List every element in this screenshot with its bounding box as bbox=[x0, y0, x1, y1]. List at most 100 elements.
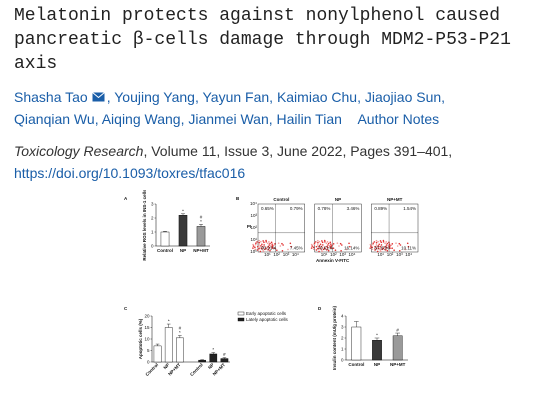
event-dot bbox=[318, 250, 320, 253]
x-tick-label: 10² bbox=[273, 252, 280, 257]
event-dot bbox=[325, 249, 328, 251]
quadrant-percent: 7.45% bbox=[290, 246, 303, 251]
quadrant-percent: 16.14% bbox=[344, 246, 359, 251]
event-dot bbox=[385, 247, 388, 250]
y-tick-label: 10 bbox=[144, 337, 150, 342]
event-dot bbox=[371, 248, 374, 251]
y-tick-label: 10³ bbox=[250, 213, 257, 218]
x-tick-label: NP+MT bbox=[390, 362, 406, 367]
event-dot bbox=[270, 241, 273, 244]
event-dot bbox=[258, 241, 261, 244]
event-dot bbox=[263, 244, 265, 246]
event-dot bbox=[406, 242, 409, 245]
x-tick-label: Control bbox=[189, 362, 204, 377]
event-dot bbox=[382, 239, 385, 242]
event-dot bbox=[388, 247, 391, 249]
author-link[interactable]: Jiaojiao Sun bbox=[364, 89, 442, 105]
x-tick-label: Control bbox=[157, 248, 173, 253]
author-link[interactable]: Yayun Fan bbox=[202, 89, 270, 105]
significance-marker: * bbox=[200, 219, 202, 224]
event-dot bbox=[382, 246, 384, 248]
event-dot bbox=[319, 243, 322, 246]
bar bbox=[351, 326, 362, 361]
event-dot bbox=[382, 247, 385, 250]
event-dot bbox=[313, 243, 316, 246]
event-dot bbox=[320, 249, 323, 251]
author-link[interactable]: Kaimiao Chu bbox=[276, 89, 358, 105]
event-dot bbox=[330, 246, 332, 248]
doi-link[interactable]: https://doi.org/10.1093/toxres/tfac016 bbox=[14, 165, 246, 181]
event-dot bbox=[329, 241, 332, 244]
x-tick-label: NP bbox=[180, 248, 186, 253]
event-dot bbox=[379, 250, 382, 253]
quadrant-percent: 0.78% bbox=[318, 206, 331, 211]
event-dot bbox=[269, 249, 271, 252]
x-axis-label: Annexin V-FITC bbox=[316, 258, 350, 263]
event-dot bbox=[260, 244, 262, 247]
quadrant-percent: 0.79% bbox=[290, 206, 303, 211]
event-dot bbox=[265, 247, 267, 250]
event-dot bbox=[374, 245, 376, 248]
event-dot bbox=[386, 242, 389, 245]
author-link[interactable]: Hailin Tian bbox=[276, 111, 342, 127]
event-dot bbox=[287, 248, 289, 251]
y-tick-label: 1 bbox=[151, 230, 154, 235]
author-link[interactable]: Aiqing Wang bbox=[101, 111, 181, 127]
event-dot bbox=[264, 246, 267, 248]
bar bbox=[160, 231, 170, 247]
quadrant-percent: 90.91% bbox=[261, 246, 276, 251]
x-tick-label: 10¹ bbox=[321, 252, 328, 257]
y-tick-label: 5 bbox=[147, 348, 150, 353]
event-dot bbox=[256, 245, 259, 248]
event-dot bbox=[384, 249, 387, 251]
x-tick-label: NP+MT bbox=[167, 362, 182, 377]
event-dot bbox=[376, 246, 379, 248]
event-dot bbox=[281, 249, 284, 252]
x-tick-label: NP bbox=[207, 362, 215, 370]
y-tick-label: 2 bbox=[151, 216, 154, 221]
event-dot bbox=[323, 247, 326, 250]
event-dot bbox=[260, 247, 263, 250]
x-tick-label: 10² bbox=[330, 252, 337, 257]
event-dot bbox=[391, 247, 393, 250]
event-dot bbox=[327, 242, 330, 245]
event-dot bbox=[268, 247, 270, 250]
plot-frame bbox=[314, 203, 362, 253]
event-dot bbox=[332, 243, 335, 245]
significance-marker: * bbox=[179, 330, 181, 335]
event-dot bbox=[375, 244, 378, 246]
event-dot bbox=[385, 241, 388, 243]
event-dot bbox=[321, 241, 324, 244]
event-dot bbox=[322, 244, 324, 246]
event-dot bbox=[338, 245, 340, 247]
author-notes-link[interactable]: Author Notes bbox=[357, 111, 440, 127]
author-link[interactable]: Youjing Yang bbox=[114, 89, 195, 105]
event-dot bbox=[327, 246, 329, 249]
event-dot bbox=[316, 247, 319, 250]
event-dot bbox=[321, 247, 323, 249]
event-dot bbox=[314, 241, 317, 243]
legend-label: Early apoptotic cells bbox=[246, 311, 287, 316]
y-tick-label: 0 bbox=[147, 360, 150, 365]
event-dot bbox=[393, 249, 395, 251]
event-dot bbox=[330, 243, 332, 245]
author-link[interactable]: Qianqian Wu bbox=[14, 111, 95, 127]
event-dot bbox=[254, 246, 256, 249]
significance-marker: * bbox=[182, 208, 184, 213]
event-dot bbox=[336, 242, 339, 244]
event-dot bbox=[259, 240, 262, 243]
email-icon[interactable] bbox=[91, 92, 105, 102]
x-tick-label: NP+MT bbox=[212, 362, 227, 377]
event-dot bbox=[327, 249, 330, 252]
event-dot bbox=[256, 241, 258, 243]
event-dot bbox=[325, 242, 328, 245]
author-link[interactable]: Jianmei Wan bbox=[188, 111, 269, 127]
event-dot bbox=[262, 249, 264, 251]
author-link[interactable]: Shasha Tao bbox=[14, 89, 88, 105]
event-dot bbox=[267, 249, 269, 251]
x-tick-label: 10³ bbox=[283, 252, 290, 257]
y-axis-label: Relative ROS levels in INS-1 cells bbox=[142, 190, 147, 261]
event-dot bbox=[377, 244, 380, 247]
panel-letter: A bbox=[124, 196, 128, 201]
event-dot bbox=[385, 246, 388, 249]
